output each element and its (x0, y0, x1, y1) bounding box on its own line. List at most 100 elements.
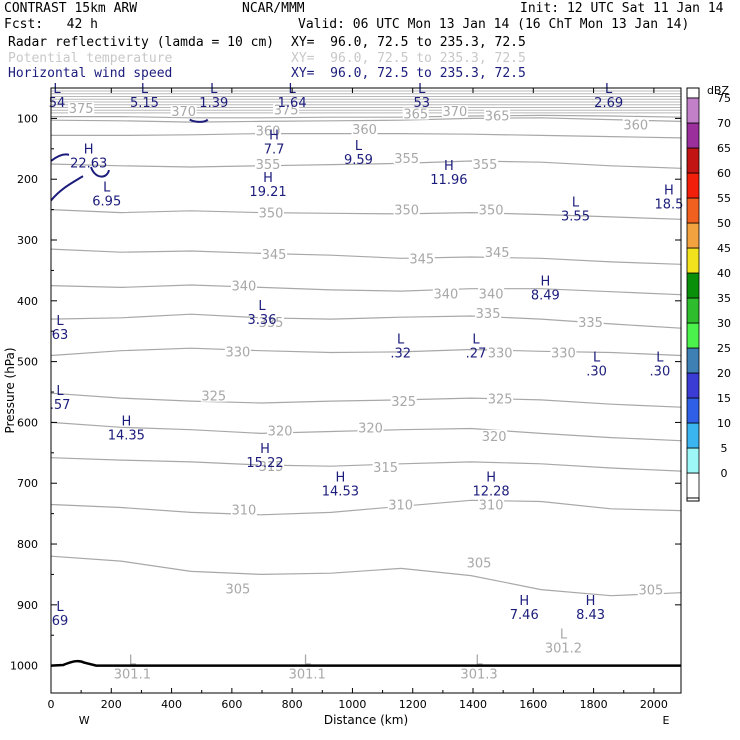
y-tick-label: 300 (17, 234, 38, 247)
wind-extremum-marker: H (486, 470, 496, 485)
wind-extremum-value: 54 (49, 96, 66, 111)
wind-extremum-marker: L (56, 384, 64, 399)
theta-label: 315 (259, 460, 284, 475)
theta-label-bg (402, 107, 429, 120)
theta-label: 330 (488, 347, 513, 362)
theta-label: 360 (623, 119, 648, 134)
wind-extremum-marker: L (397, 332, 405, 347)
wind-speed-contour (189, 118, 209, 123)
theta-label: 345 (262, 248, 287, 263)
theta-label-bg (258, 316, 285, 329)
wind-extremum-marker: H (540, 275, 550, 290)
init-time: Init: 12 UTC Sat 11 Jan 14 (520, 1, 724, 16)
x-axis: 0 200 400 600 800 1000 1200 1400 1600 1800 2000 (48, 88, 668, 711)
x-tick-label: 1800 (580, 698, 608, 711)
x-tick-label: 600 (221, 698, 242, 711)
theta-label-bg (481, 429, 508, 442)
wind-extremum-marker: H (269, 129, 279, 144)
colorbar-tick-label: 75 (717, 92, 731, 105)
colorbar-swatch (686, 297, 700, 324)
theta-label-bg (224, 345, 251, 358)
theta-label: 355 (394, 152, 419, 167)
colorbar-tick-label: 20 (717, 367, 731, 380)
theta-contour-340 (50, 284, 682, 296)
theta-label-bg (357, 421, 384, 434)
forecast-hour: Fcst: 42 h (4, 17, 98, 32)
wind-extremum-marker: L (355, 139, 363, 154)
theta-label-bg (393, 203, 420, 216)
theta-contour-335 (50, 313, 682, 329)
theta-label: 345 (409, 252, 434, 267)
colorbar-tick-label: 0 (721, 467, 728, 480)
theta-label-bg (622, 118, 649, 131)
field-theta-name: Potential temperature (8, 51, 173, 66)
colorbar-tick-label: 10 (717, 417, 731, 430)
theta-label: 320 (268, 424, 293, 439)
field-reflectivity-xy: XY= 96.0, 72.5 to 235.3, 72.5 (291, 35, 526, 50)
wind-extremum-marker: L (141, 82, 149, 97)
theta-label-bg (258, 206, 285, 219)
colorbar-tick-label: 15 (717, 392, 731, 405)
theta-label-bg (351, 122, 378, 135)
colorbar: 0 5 10 15 20 25 30 35 40 45 50 55 60 65 70 75 (686, 87, 731, 502)
theta-label-bg (273, 103, 300, 116)
colorbar-swatch (686, 472, 700, 499)
x-tick-label: 200 (101, 698, 122, 711)
colorbar-swatch (686, 222, 700, 249)
theta-label-bg (393, 151, 420, 164)
theta-label-bg (637, 583, 664, 596)
theta-label: 340 (232, 280, 257, 295)
theta-label: 350 (394, 204, 419, 219)
theta-label-bg (255, 158, 282, 171)
wind-extremum-value: .32 (390, 346, 411, 361)
wind-extremum-marker: H (84, 143, 94, 158)
theta-label: 315 (373, 461, 398, 476)
theta-label: 335 (578, 316, 603, 331)
colorbar-swatch (686, 397, 700, 424)
y-tick-label: 600 (17, 416, 38, 429)
wind-extremum-marker: L (53, 82, 61, 97)
wind-extremum-value: 1.39 (199, 96, 228, 111)
wind-extremum-value: 15.22 (246, 456, 283, 471)
wind-extremum-value: 1.64 (278, 96, 307, 111)
colorbar-unit: dBZ (707, 84, 730, 97)
theta-contour-350 (50, 209, 682, 220)
theta-label-bg (390, 395, 417, 408)
theta-label-bg (68, 102, 95, 115)
theta-label-bg (466, 556, 493, 569)
theta-label-bg (170, 105, 197, 118)
theta-label-bg (261, 248, 288, 261)
theta-low-value: 301.1 (289, 667, 326, 682)
y-tick-label: 400 (17, 295, 38, 308)
theta-low-marker: L (129, 653, 137, 668)
wind-extremum-value: 18.5 (654, 197, 683, 212)
theta-label: 320 (482, 430, 507, 445)
wind-extremum-value: 3.36 (248, 313, 277, 328)
colorbar-tick-label: 55 (717, 192, 731, 205)
theta-label: 355 (473, 158, 498, 173)
wind-extremum-marker: H (121, 414, 131, 429)
wind-extremum-marker: L (572, 196, 580, 211)
wind-extremum-value: 19.21 (249, 185, 286, 200)
colorbar-swatch (686, 247, 700, 274)
theta-label: 360 (352, 123, 377, 138)
colorbar-swatch (686, 97, 700, 124)
wind-extremum-value: .57 (50, 398, 71, 413)
theta-contour-345 (50, 248, 682, 265)
x-tick-label: 1000 (338, 698, 366, 711)
theta-label-bg (475, 307, 502, 320)
theta-label: 375 (274, 103, 299, 118)
x-tick-label: 0 (48, 698, 55, 711)
x-tick-label: 400 (161, 698, 182, 711)
x-axis-label: Distance (km) (324, 713, 408, 727)
theta-label-bg (408, 252, 435, 265)
theta-label: 350 (479, 204, 504, 219)
wind-extremum-marker: H (444, 159, 454, 174)
wind-extremum-value: 14.35 (108, 428, 145, 443)
theta-label: 305 (225, 582, 250, 597)
colorbar-swatch (686, 122, 700, 149)
wind-extremum-value: 7.46 (510, 608, 539, 623)
theta-contour-325 (50, 392, 682, 408)
colorbar-tick-label: 40 (717, 267, 731, 280)
